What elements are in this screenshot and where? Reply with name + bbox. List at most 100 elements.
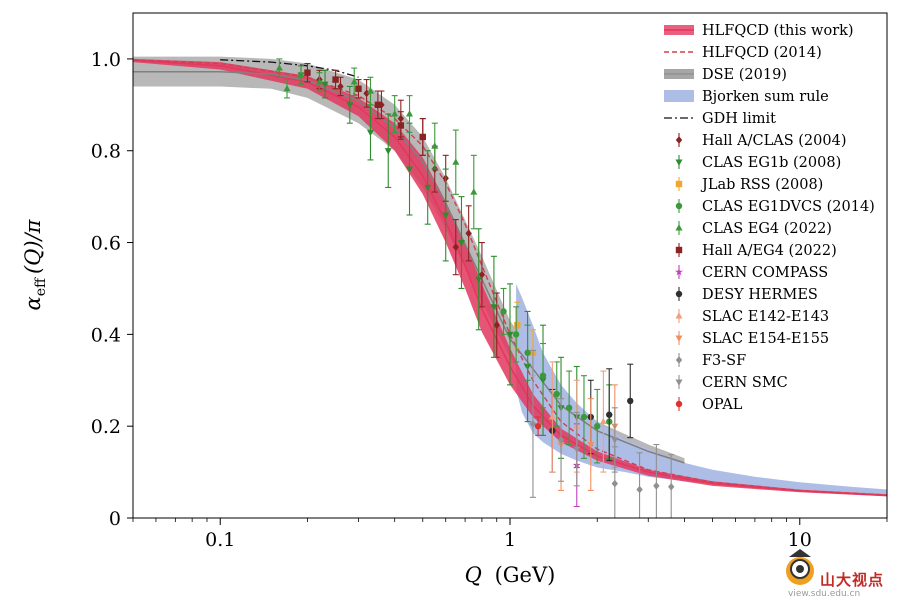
data-point xyxy=(350,78,358,85)
data-point xyxy=(587,441,595,449)
x-tick-label: 0.1 xyxy=(205,529,235,551)
data-point xyxy=(524,349,531,356)
data-point xyxy=(431,142,439,149)
legend-item-gdh-limit: GDH limit xyxy=(664,111,776,127)
data-point xyxy=(405,166,414,173)
data-point xyxy=(405,110,414,117)
y-tick-label: 0.8 xyxy=(91,141,121,163)
legend-label: GDH limit xyxy=(702,111,776,127)
legend-label: SLAC E154-E155 xyxy=(702,331,829,347)
series-hall-a-eg4-2022 xyxy=(304,62,426,156)
legend-marker xyxy=(675,312,683,319)
data-point xyxy=(424,184,432,192)
legend-swatch xyxy=(664,90,694,102)
legend-item-cern-smc: CERN SMC xyxy=(675,375,788,391)
legend-label: CLAS EG1b (2008) xyxy=(702,155,841,171)
data-point xyxy=(553,390,560,398)
legend-marker xyxy=(675,246,683,254)
data-point xyxy=(534,422,542,430)
data-point xyxy=(611,437,619,444)
data-point xyxy=(419,133,426,141)
y-tick-label: 0.4 xyxy=(91,324,121,346)
data-point xyxy=(512,331,520,338)
legend-item-clas-eg1b-2008: CLAS EG1b (2008) xyxy=(675,155,841,171)
legend-label: OPAL xyxy=(702,397,743,413)
data-point xyxy=(636,485,643,494)
legend-item-slac-e142-e143: SLAC E142-E143 xyxy=(675,309,829,325)
legend-item-desy-hermes: DESY HERMES xyxy=(675,287,818,303)
legend-item-clas-eg1dvcs-2014: CLAS EG1DVCS (2014) xyxy=(675,199,875,215)
data-point xyxy=(297,71,305,78)
data-point xyxy=(321,81,329,88)
data-point xyxy=(557,436,565,444)
data-point xyxy=(493,321,500,330)
data-point xyxy=(653,482,660,490)
watermark-title: 山大视点 xyxy=(820,571,885,589)
x-tick-label: 10 xyxy=(788,529,812,551)
data-point xyxy=(580,413,588,421)
legend-item-opal: OPAL xyxy=(675,397,743,413)
legend-marker xyxy=(675,202,683,210)
data-point xyxy=(384,148,392,155)
data-point xyxy=(539,372,547,379)
legend-item-jlab-rss-2008: JLab RSS (2008) xyxy=(675,177,823,193)
legend-item-hlfqcd-this-work: HLFQCD (this work) xyxy=(664,23,854,39)
legend-item-slac-e154-e155: SLAC E154-E155 xyxy=(675,331,829,347)
data-point xyxy=(627,397,634,405)
data-point xyxy=(594,422,601,430)
data-point xyxy=(500,308,507,315)
data-point xyxy=(529,420,537,428)
data-point xyxy=(465,229,472,238)
data-point xyxy=(514,321,521,329)
data-point xyxy=(332,76,339,83)
legend-label: DSE (2019) xyxy=(702,67,787,83)
watermark-logo-icon xyxy=(786,549,814,585)
data-point xyxy=(668,482,675,491)
data-point xyxy=(457,239,465,247)
legend-label: Hall A/CLAS (2004) xyxy=(702,133,846,149)
series-opal xyxy=(534,416,542,436)
data-point xyxy=(304,69,311,76)
legend-marker xyxy=(675,224,683,231)
data-point xyxy=(606,411,613,418)
curve-hlfqcd-this-work xyxy=(133,59,887,497)
legend-item-clas-eg4-2022: CLAS EG4 (2022) xyxy=(675,221,832,237)
curve-hlfqcd-2014 xyxy=(133,59,887,496)
legend-marker xyxy=(675,335,683,342)
data-point xyxy=(573,446,581,453)
legend-marker xyxy=(675,356,683,364)
data-point xyxy=(442,212,450,219)
legend-label: DESY HERMES xyxy=(702,287,818,303)
series-cern-smc xyxy=(573,407,619,487)
data-point xyxy=(478,270,486,279)
data-point xyxy=(346,102,354,109)
data-point xyxy=(452,158,460,165)
legend-label: Bjorken sum rule xyxy=(702,89,829,105)
legend-marker xyxy=(675,400,683,408)
legend-marker xyxy=(675,267,683,276)
legend-label: HLFQCD (2014) xyxy=(702,45,822,61)
legend-label: CLAS EG1DVCS (2014) xyxy=(702,199,875,215)
legend-label: JLab RSS (2008) xyxy=(700,177,823,193)
watermark-url: view.sdu.edu.cn xyxy=(788,589,861,599)
legend-label: HLFQCD (this work) xyxy=(702,23,854,39)
legend-item-dse-2019: DSE (2019) xyxy=(664,67,787,83)
series-clas-eg4-2022 xyxy=(275,58,478,230)
data-point xyxy=(565,404,573,412)
legend-marker xyxy=(675,159,683,166)
data-point xyxy=(506,331,514,339)
data-point xyxy=(315,78,323,85)
y-axis-label: αeff(Q)/π xyxy=(21,218,49,310)
y-tick-label: 0.2 xyxy=(91,416,121,438)
data-point xyxy=(599,417,607,425)
legend-label: CERN SMC xyxy=(702,375,788,391)
data-point xyxy=(397,122,405,129)
legend: HLFQCD (this work) HLFQCD (2014) DSE (2019… xyxy=(664,23,875,413)
data-points xyxy=(275,58,675,518)
data-point xyxy=(283,84,291,92)
data-point xyxy=(490,304,498,311)
legend-item-f3-sf: F3-SF xyxy=(675,353,746,369)
data-point xyxy=(366,87,374,94)
x-tick-label: 1 xyxy=(504,529,516,551)
